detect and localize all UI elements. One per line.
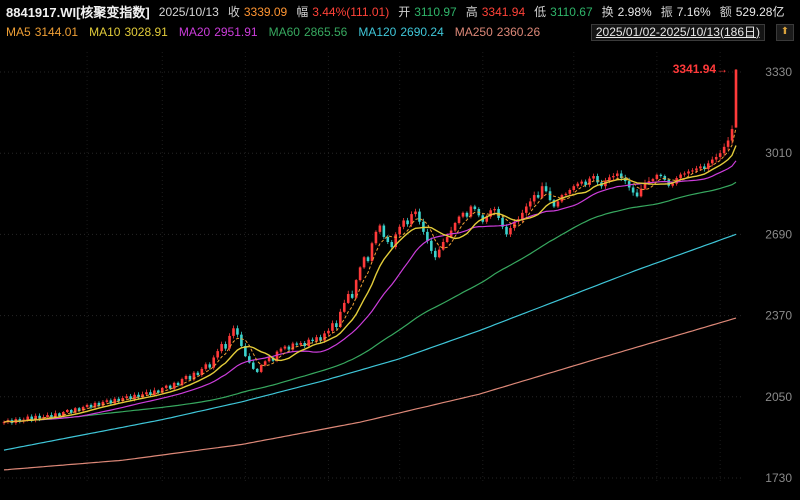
ma250-legend: MA250 2360.26 (455, 25, 540, 39)
svg-text:1730: 1730 (765, 471, 792, 485)
ma-value: 3144.01 (34, 25, 79, 39)
field-label: 幅 (296, 5, 309, 19)
field-value: 3110.67 (550, 4, 593, 19)
ma60-legend: MA60 2865.56 (269, 25, 348, 39)
field-label: 换 (601, 5, 614, 19)
ma-label: MA120 (358, 25, 397, 39)
field-value: 3.44%(111.01) (312, 4, 390, 19)
scroll-up-icon[interactable]: ⬆ (776, 23, 794, 41)
field-turnover: 换 2.98% (602, 3, 652, 20)
ma-value: 3028.91 (124, 25, 168, 39)
ma5-legend: MA5 3144.01 (6, 25, 78, 39)
ma-value: 2951.91 (214, 25, 258, 39)
svg-text:2050: 2050 (765, 390, 792, 404)
ma-label: MA10 (89, 25, 121, 39)
field-amount: 额 529.28亿 (720, 3, 785, 20)
svg-text:2370: 2370 (765, 309, 792, 323)
ma120-legend: MA120 2690.24 (358, 25, 443, 39)
svg-text:3341.94→: 3341.94→ (673, 62, 728, 76)
svg-text:3010: 3010 (765, 146, 792, 160)
field-label: 振 (660, 5, 673, 19)
field-value: 3339.09 (243, 4, 288, 19)
symbol-name[interactable]: 8841917.WI[核聚变指数] (6, 5, 150, 20)
field-label: 低 (534, 5, 547, 19)
ma-label: MA60 (268, 25, 300, 39)
field-label: 额 (719, 5, 732, 19)
field-low: 低 3110.67 (534, 3, 593, 20)
field-label: 高 (465, 5, 478, 19)
quote-date: 2025/10/13 (158, 4, 219, 19)
ma-label: MA5 (6, 25, 31, 39)
field-close: 收 3339.09 (228, 3, 287, 20)
header-row-ma: MA5 3144.01 MA10 3028.91 MA20 2951.91 MA… (6, 22, 794, 42)
field-value: 3341.94 (481, 4, 526, 19)
svg-text:3330: 3330 (765, 65, 792, 79)
header-row-quote: 8841917.WI[核聚变指数] 2025/10/13 收 3339.09 幅… (6, 1, 794, 22)
field-value: 7.16% (676, 4, 711, 19)
svg-text:2690: 2690 (765, 227, 792, 241)
field-change: 幅 3.44%(111.01) (296, 3, 389, 20)
field-label: 开 (398, 5, 411, 19)
ma-value: 2690.24 (400, 25, 444, 39)
date-range-selector[interactable]: 2025/01/02-2025/10/13(186日) (590, 23, 765, 41)
field-amplitude: 振 7.16% (661, 3, 711, 20)
field-high: 高 3341.94 (466, 3, 525, 20)
ma-label: MA250 (454, 25, 493, 39)
ma-label: MA20 (178, 25, 211, 39)
field-value: 2.98% (617, 4, 652, 19)
candlestick-chart[interactable]: 3330 3010 2690 2370 2050 1730 3341.94→ (0, 42, 800, 500)
ma10-legend: MA10 3028.91 (89, 25, 168, 39)
ma-value: 2865.56 (303, 25, 348, 39)
ma-value: 2360.26 (496, 25, 541, 39)
quote-header: 8841917.WI[核聚变指数] 2025/10/13 收 3339.09 幅… (0, 0, 800, 42)
field-value: 529.28亿 (735, 5, 785, 19)
field-value: 3110.97 (414, 4, 457, 19)
ma20-legend: MA20 2951.91 (179, 25, 258, 39)
field-open: 开 3110.97 (398, 3, 457, 20)
field-label: 收 (227, 5, 240, 19)
